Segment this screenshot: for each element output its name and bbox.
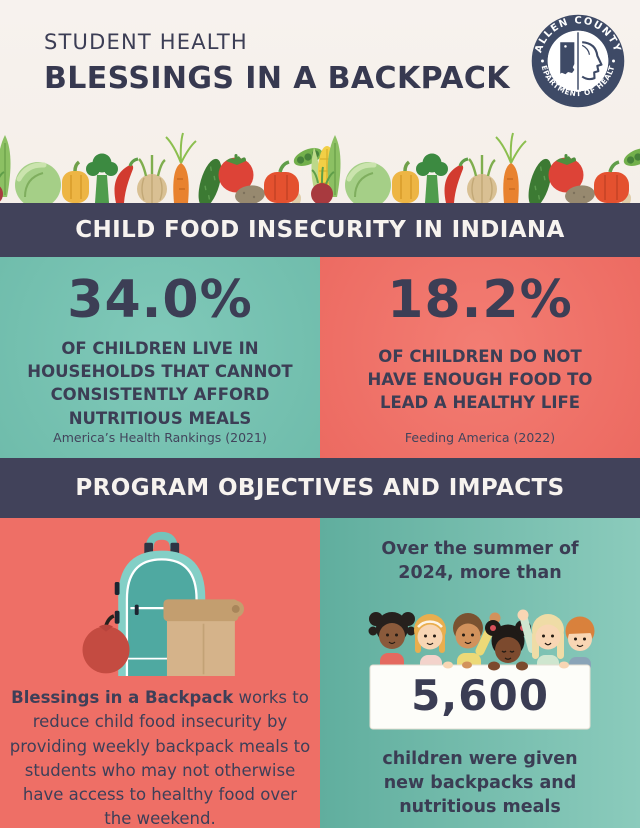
about-text: Blessings in a Backpack works to reduce … xyxy=(9,686,311,828)
stat-description: OF CHILDREN LIVE IN HOUSEHOLDS THAT CANN… xyxy=(27,338,293,428)
stats-row: 34.0% OF CHILDREN LIVE IN HOUSEHOLDS THA… xyxy=(0,257,640,458)
indiana-shape xyxy=(560,42,575,75)
stat-value: 18.2% xyxy=(387,270,573,330)
eyebrow-title: STUDENT HEALTH xyxy=(44,30,248,54)
stat-value: 34.0% xyxy=(67,270,253,330)
stat-source: Feeding America (2022) xyxy=(404,430,556,445)
vegetable-border-icon xyxy=(0,123,640,203)
summer-intro-text: Over the summer of 2024, more than xyxy=(381,539,579,583)
children-sign-illustration: 5,600 xyxy=(364,601,596,731)
profile-face-shape xyxy=(581,41,603,81)
summer-impact-panel: Over the summer of 2024, more than xyxy=(320,518,640,828)
county-health-seal-icon: ALLEN COUNTY DEPARTMENT OF HEALTH xyxy=(531,14,625,108)
count-caption: children were given new backpacks and nu… xyxy=(382,749,578,817)
children-sign-icon xyxy=(368,609,595,730)
bottom-row: Blessings in a Backpack works to reduce … xyxy=(0,518,640,828)
banner-program-objectives: PROGRAM OBJECTIVES AND IMPACTS xyxy=(0,458,640,518)
about-text-rest: works to reduce child food insecurity by… xyxy=(9,688,311,828)
banner-child-food-insecurity: CHILD FOOD INSECURITY IN INDIANA xyxy=(0,203,640,257)
page-title: BLESSINGS IN A BACKPACK xyxy=(44,61,510,96)
children-count: 5,600 xyxy=(411,670,549,720)
stat-source: America’s Health Rankings (2021) xyxy=(53,430,267,446)
about-text-lead: Blessings in a Backpack xyxy=(11,688,234,707)
header-text: STUDENT HEALTH BLESSINGS IN A BACKPACK xyxy=(44,30,510,96)
stat-panel-hunger: 18.2% OF CHILDREN DO NOT HAVE ENOUGH FOO… xyxy=(320,257,640,458)
backpack-illustration xyxy=(0,528,320,680)
backpack-lunch-icon xyxy=(82,531,245,676)
stat-panel-households: 34.0% OF CHILDREN LIVE IN HOUSEHOLDS THA… xyxy=(0,257,320,458)
header: STUDENT HEALTH BLESSINGS IN A BACKPACK A… xyxy=(0,0,640,203)
stat-description: OF CHILDREN DO NOT HAVE ENOUGH FOOD TO L… xyxy=(367,346,593,413)
program-description-panel: Blessings in a Backpack works to reduce … xyxy=(0,518,320,828)
